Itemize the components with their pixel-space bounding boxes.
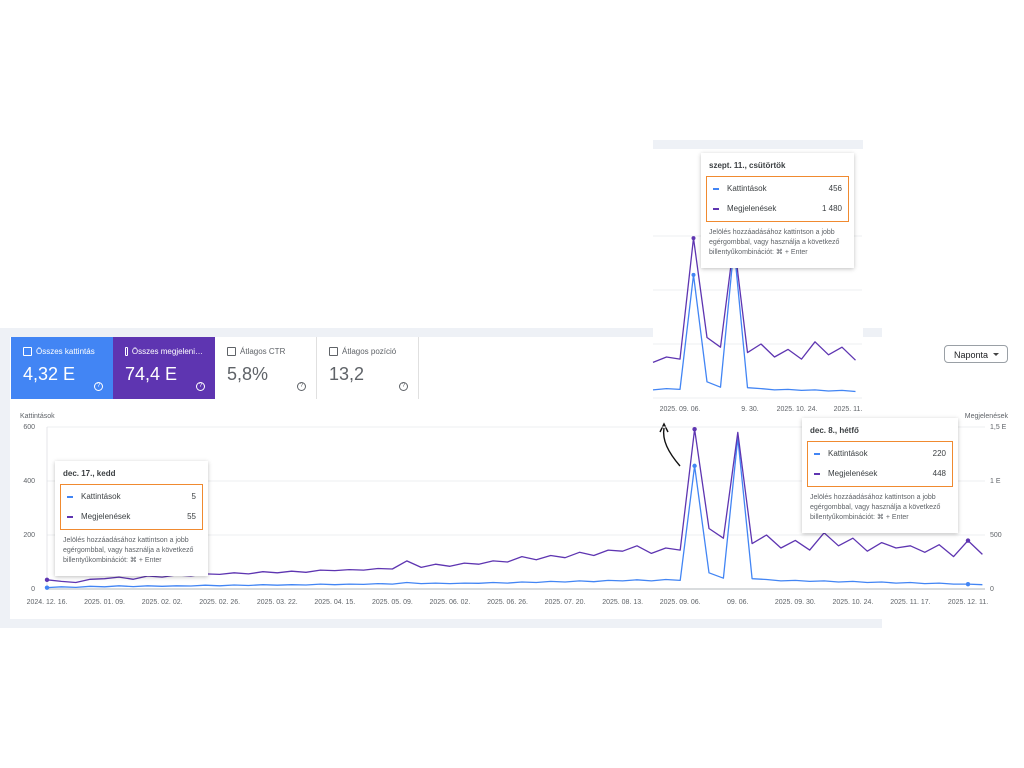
tooltip: dec. 8., hétfő Kattintások 220 Megjelenés… [802, 418, 958, 533]
y-axis-title: Kattintások [20, 413, 55, 420]
row-value: 448 [932, 469, 946, 478]
row-name: Kattintások [828, 449, 868, 458]
x-tick-label: 2025. 05. 09. [372, 599, 413, 606]
tooltip-rows: Kattintások 220 Megjelenések 448 [807, 441, 953, 487]
tooltip-rows: Kattintások 5 Megjelenések 55 [60, 484, 203, 530]
point [965, 581, 971, 587]
x-tick-label: 2025. 12. 11. [948, 599, 988, 606]
tooltip: szept. 11., csütörtök Kattintások 456 Meg… [701, 153, 854, 268]
tooltip-date: szept. 11., csütörtök [709, 161, 786, 170]
x-tick-label: 2025. 06. 02. [430, 599, 471, 606]
tooltip-date: dec. 17., kedd [63, 469, 116, 478]
row-name: Megjelenések [727, 204, 777, 213]
tooltip-row: Megjelenések 55 [67, 507, 196, 527]
point [692, 426, 697, 432]
y-tick-label: 200 [23, 532, 35, 539]
metric-card[interactable]: Átlagos pozíció 13,2? [317, 337, 419, 399]
inset-x-label: 9. 30. [741, 406, 759, 413]
tooltip-row: Megjelenések 448 [814, 464, 946, 484]
x-tick-label: 2025. 09. 30. [775, 599, 816, 606]
metric-card[interactable]: Összes kattintás 4,32 E? [11, 337, 113, 399]
tooltip-note: Jelölés hozzáadásához kattintson a jobb … [709, 229, 840, 256]
tooltip-date: dec. 8., hétfő [810, 426, 859, 435]
inset-x-label: 2025. 09. 06. [660, 406, 701, 413]
x-tick-label: 2025. 06. 26. [487, 599, 528, 606]
x-tick-label: 2024. 12. 16. [27, 599, 68, 606]
row-value: 5 [191, 492, 196, 501]
x-tick-label: 2025. 02. 26. [199, 599, 240, 606]
metric-card[interactable]: Összes megjeleni… 74,4 E? [113, 337, 215, 399]
row-value: 220 [932, 449, 946, 458]
point [692, 463, 697, 469]
row-value: 1 480 [821, 204, 842, 213]
tooltip-note: Jelölés hozzáadásához kattintson a jobb … [63, 537, 194, 564]
metric-card[interactable]: Átlagos CTR 5,8%? [215, 337, 317, 399]
row-name: Megjelenések [828, 469, 878, 478]
inset-point [691, 272, 696, 277]
y-tick-label: 0 [31, 586, 35, 593]
x-tick-label: 2025. 01. 09. [84, 599, 125, 606]
inset-header [653, 140, 863, 149]
point [44, 577, 50, 583]
metric-value: 13,2 [329, 364, 365, 384]
row-name: Megjelenések [81, 512, 131, 521]
y2-tick-label: 500 [990, 532, 1002, 539]
row-value: 456 [828, 184, 842, 193]
tooltip-rows: Kattintások 456 Megjelenések 1 480 [706, 176, 849, 222]
y-tick-label: 400 [23, 478, 35, 485]
period-dropdown[interactable]: Naponta [944, 345, 1008, 363]
series-line [652, 237, 856, 364]
point [965, 538, 971, 543]
tooltip-row: Kattintások 5 [67, 487, 196, 507]
metric-value: 74,4 E [125, 364, 178, 384]
row-name: Kattintások [81, 492, 121, 501]
metric-label: Átlagos pozíció [342, 347, 397, 356]
tooltip-row: Megjelenések 1 480 [713, 199, 842, 219]
metric-label: Átlagos CTR [240, 347, 286, 356]
metric-label: Összes megjeleni… [131, 347, 203, 356]
x-tick-label: 2025. 02. 02. [142, 599, 183, 606]
point [44, 585, 50, 590]
inset-point [691, 236, 696, 241]
y-tick-label: 600 [23, 424, 35, 431]
x-tick-label: 2025. 04. 15. [314, 599, 355, 606]
x-tick-label: 2025. 07. 20. [545, 599, 586, 606]
arrow-head [659, 422, 669, 433]
inset-chart: 2025. 09. 06. 9. 30. 2025. 10. 24. 2025. 11… [652, 235, 863, 413]
x-tick-label: 2025. 08. 13. [602, 599, 643, 606]
tooltip-row: Kattintások 220 [814, 444, 946, 464]
inset-x-label: 2025. 10. 24. [777, 406, 818, 413]
metric-label: Összes kattintás [36, 347, 95, 356]
y2-tick-label: 0 [990, 586, 994, 593]
series-line [652, 246, 856, 393]
x-tick-label: 2025. 11. 17. [890, 599, 930, 606]
x-tick-label: 2025. 03. 22. [257, 599, 298, 606]
tooltip-note: Jelölés hozzáadásához kattintson a jobb … [810, 494, 941, 521]
series-line [46, 437, 983, 589]
arrow [662, 427, 681, 467]
metric-value: 4,32 E [23, 364, 76, 384]
row-value: 55 [187, 512, 196, 521]
y2-tick-label: 1 E [990, 478, 1001, 485]
x-tick-label: 2025. 10. 24. [832, 599, 873, 606]
tooltip: dec. 17., kedd Kattintások 5 Megjelenések… [55, 461, 208, 576]
y2-tick-label: 1,5 E [990, 424, 1007, 431]
y2-axis-title: Megjelenések [965, 413, 1009, 420]
row-name: Kattintások [727, 184, 767, 193]
tooltip-row: Kattintások 456 [713, 179, 842, 199]
metric-value: 5,8% [227, 364, 269, 384]
x-tick-label: 09. 06. [727, 599, 748, 606]
inset-x-label: 2025. 11. [834, 406, 863, 413]
x-tick-label: 2025. 09. 06. [660, 599, 701, 606]
